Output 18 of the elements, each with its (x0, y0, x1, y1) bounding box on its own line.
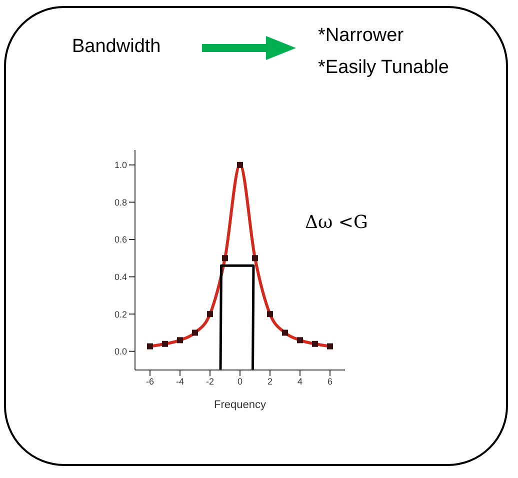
x-tick-label: 2 (267, 376, 273, 386)
text: Bandwidth (72, 36, 161, 58)
y-tick-label: 0.8 (114, 197, 127, 208)
y-tick-label: 1.0 (114, 160, 127, 170)
y-tick-label: 0.4 (114, 272, 127, 282)
x-tick-label: -4 (176, 376, 184, 386)
x-tick-label: 0 (237, 376, 243, 386)
annotation: Δω <G (305, 212, 368, 233)
x-tick-label: -2 (206, 376, 214, 386)
text: *Narrower (318, 24, 405, 48)
y-tick-label: 0.6 (114, 234, 127, 245)
x-tick-label: 6 (327, 376, 333, 386)
x-axis-title: Frequency (214, 399, 266, 411)
x-tick-label: -6 (146, 376, 154, 386)
x-tick-label: 4 (297, 376, 303, 386)
y-tick-label: 0.2 (114, 309, 127, 320)
text: *Easily Tunable (318, 56, 449, 80)
y-tick-label: 0.0 (114, 346, 127, 357)
